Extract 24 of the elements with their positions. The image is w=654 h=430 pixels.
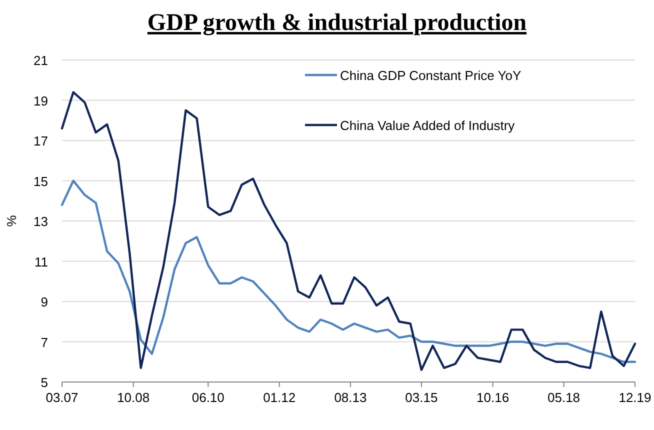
y-tick-label: 17 [34,134,48,148]
y-tick-label: 9 [40,294,48,310]
y-tick-label: 13 [34,214,48,229]
x-tick-label: 01.12 [263,390,296,405]
x-tick-label: 03.07 [46,390,78,405]
legend-label: China GDP Constant Price YoY [340,68,522,83]
x-tick-label: 05.18 [548,390,580,405]
legend-label: China Value Added of Industry [340,118,516,133]
y-tick-label: 11 [34,254,48,270]
line-series [60,91,636,372]
x-tick-label: 06.10 [192,390,224,405]
y-tick-label: 21 [34,53,48,68]
y-axis-title: % [4,214,19,227]
y-tick-label: 7 [40,334,48,350]
x-tick-label: 12.19 [618,390,652,405]
x-tick-label: 08.13 [334,390,367,405]
x-tick-label: 10.08 [117,390,150,405]
x-tick-label: 03.15 [405,390,438,405]
y-tick-label: 5 [40,375,48,390]
y-tick-label: 19 [34,93,48,108]
chart-title: GDP growth & industrial production [147,10,527,36]
line-series [60,180,636,363]
x-tick-label: 10.16 [476,390,510,405]
y-tick-label: 15 [34,174,48,189]
